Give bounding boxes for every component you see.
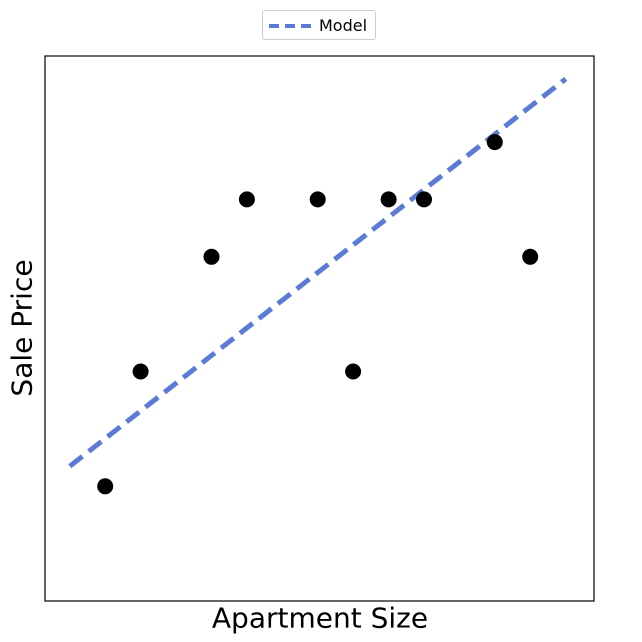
data-point-1 (97, 478, 114, 495)
legend: Model (262, 10, 376, 40)
x-axis-label: Apartment Size (211, 601, 429, 635)
data-point-9 (486, 134, 503, 151)
data-point-10 (522, 248, 539, 265)
plot-frame (44, 55, 595, 602)
data-point-3 (203, 248, 220, 265)
points-layer (97, 134, 539, 495)
data-point-5 (309, 191, 326, 208)
series-layer (68, 76, 568, 469)
y-axis-label: Sale Price (5, 259, 39, 397)
series-line-model (68, 76, 568, 469)
data-point-2 (132, 363, 149, 380)
legend-label-model: Model (319, 16, 368, 35)
legend-swatch-model (269, 24, 313, 28)
data-point-8 (416, 191, 432, 208)
data-point-4 (238, 191, 255, 208)
data-point-7 (380, 191, 397, 208)
data-point-6 (345, 363, 362, 380)
